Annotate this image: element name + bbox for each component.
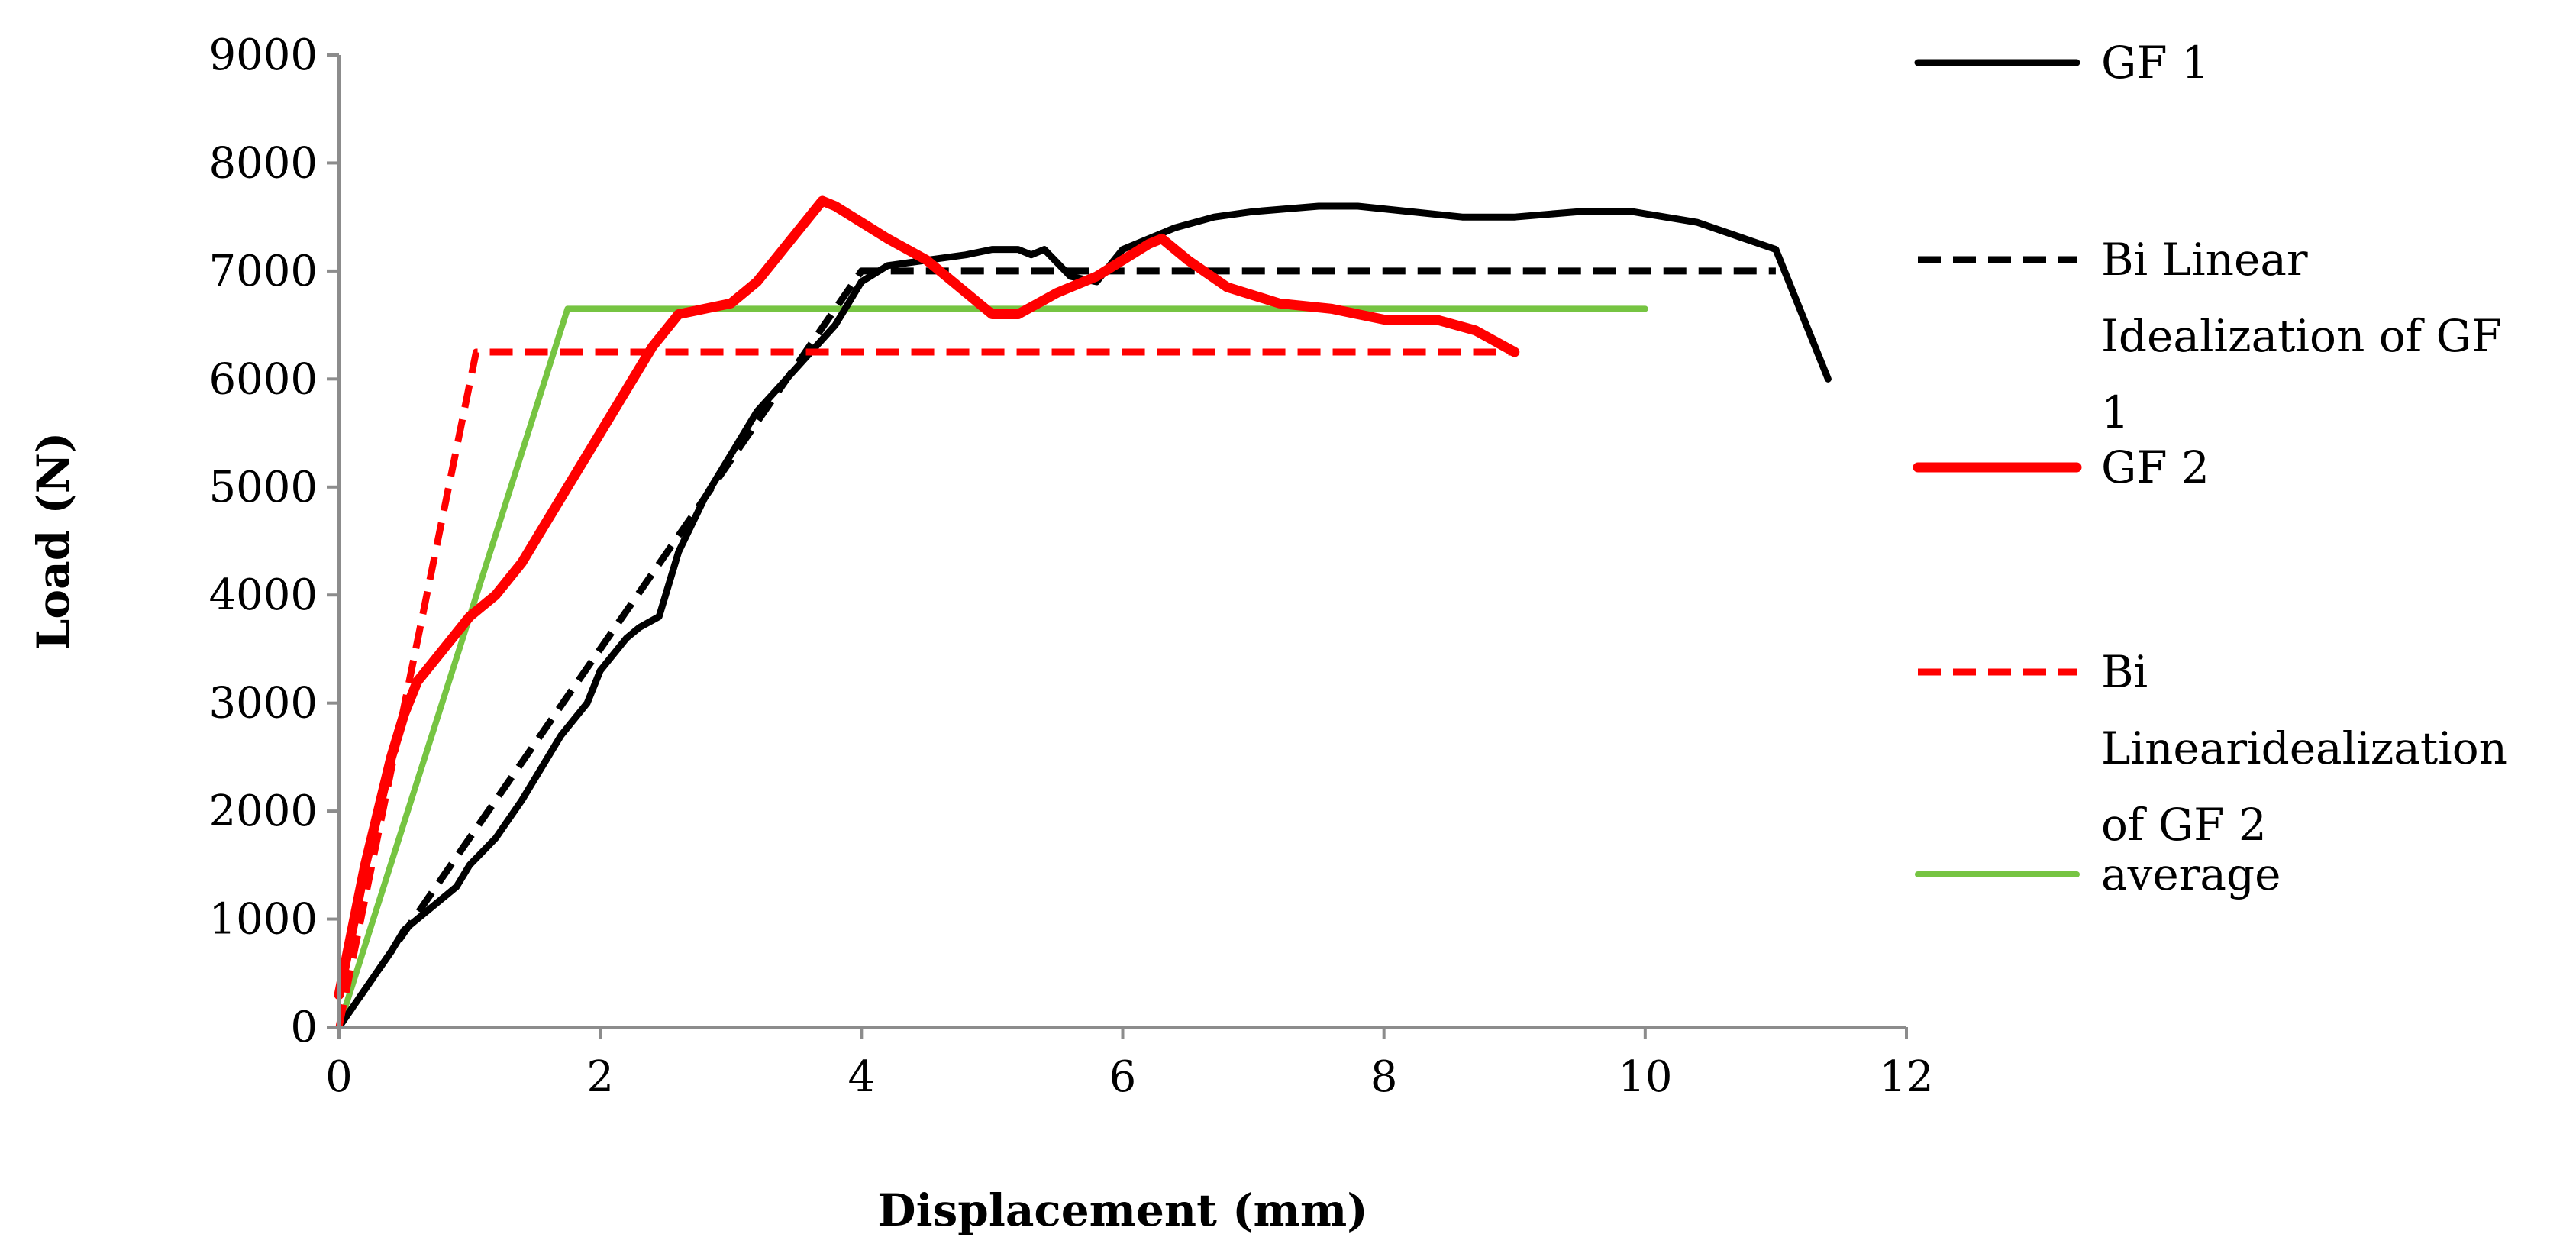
x-tick-label: 0 bbox=[325, 1052, 353, 1102]
series-line-2 bbox=[336, 267, 1776, 1029]
series-line-3 bbox=[334, 195, 1520, 1000]
x-tick-label: 2 bbox=[586, 1052, 614, 1102]
legend-label: Bi Linear bbox=[2101, 234, 2308, 286]
y-tick-label: 2000 bbox=[208, 787, 318, 836]
legend-label: average bbox=[2101, 848, 2281, 900]
y-tick-label: 1000 bbox=[208, 895, 318, 945]
legend-label: Linearidealization bbox=[2101, 722, 2507, 774]
x-tick-label: 12 bbox=[1879, 1052, 1933, 1102]
y-tick-label: 9000 bbox=[208, 31, 318, 80]
y-tick-label: 3000 bbox=[208, 679, 318, 729]
y-tick-label: 0 bbox=[290, 1003, 318, 1052]
series-line-1 bbox=[335, 202, 1832, 1031]
legend-label: 1 bbox=[2101, 386, 2129, 438]
plot-area bbox=[334, 195, 1832, 1031]
y-tick-label: 4000 bbox=[208, 570, 318, 620]
y-tick-label: 7000 bbox=[208, 247, 318, 296]
y-tick-label: 5000 bbox=[208, 463, 318, 512]
series-line-5 bbox=[336, 305, 1648, 1030]
legend-label: Idealization of GF bbox=[2101, 310, 2502, 362]
y-axis-title: Load (N) bbox=[27, 432, 79, 651]
axes: 0 1000 2000 3000 4000 5000 6000 7000 8000 9000 0 2 4… bbox=[208, 31, 1933, 1102]
x-axis-title: Displacement (mm) bbox=[877, 1184, 1367, 1236]
legend: GF 1 Bi Linear Idealization of GF 1GF 2 Bi Li… bbox=[1913, 37, 2507, 900]
x-tick-label: 6 bbox=[1109, 1052, 1137, 1102]
x-tick-label: 8 bbox=[1370, 1052, 1398, 1102]
series-line-4 bbox=[335, 348, 1515, 1028]
x-tick-label: 4 bbox=[848, 1052, 876, 1102]
legend-label: GF 1 bbox=[2101, 37, 2210, 89]
y-tick-label: 8000 bbox=[208, 138, 318, 188]
y-tick-label: 6000 bbox=[208, 354, 318, 404]
legend-label: Bi bbox=[2101, 646, 2148, 698]
legend-label: of GF 2 bbox=[2101, 799, 2267, 851]
x-tick-label: 10 bbox=[1618, 1052, 1672, 1102]
legend-label: GF 2 bbox=[2101, 441, 2210, 493]
